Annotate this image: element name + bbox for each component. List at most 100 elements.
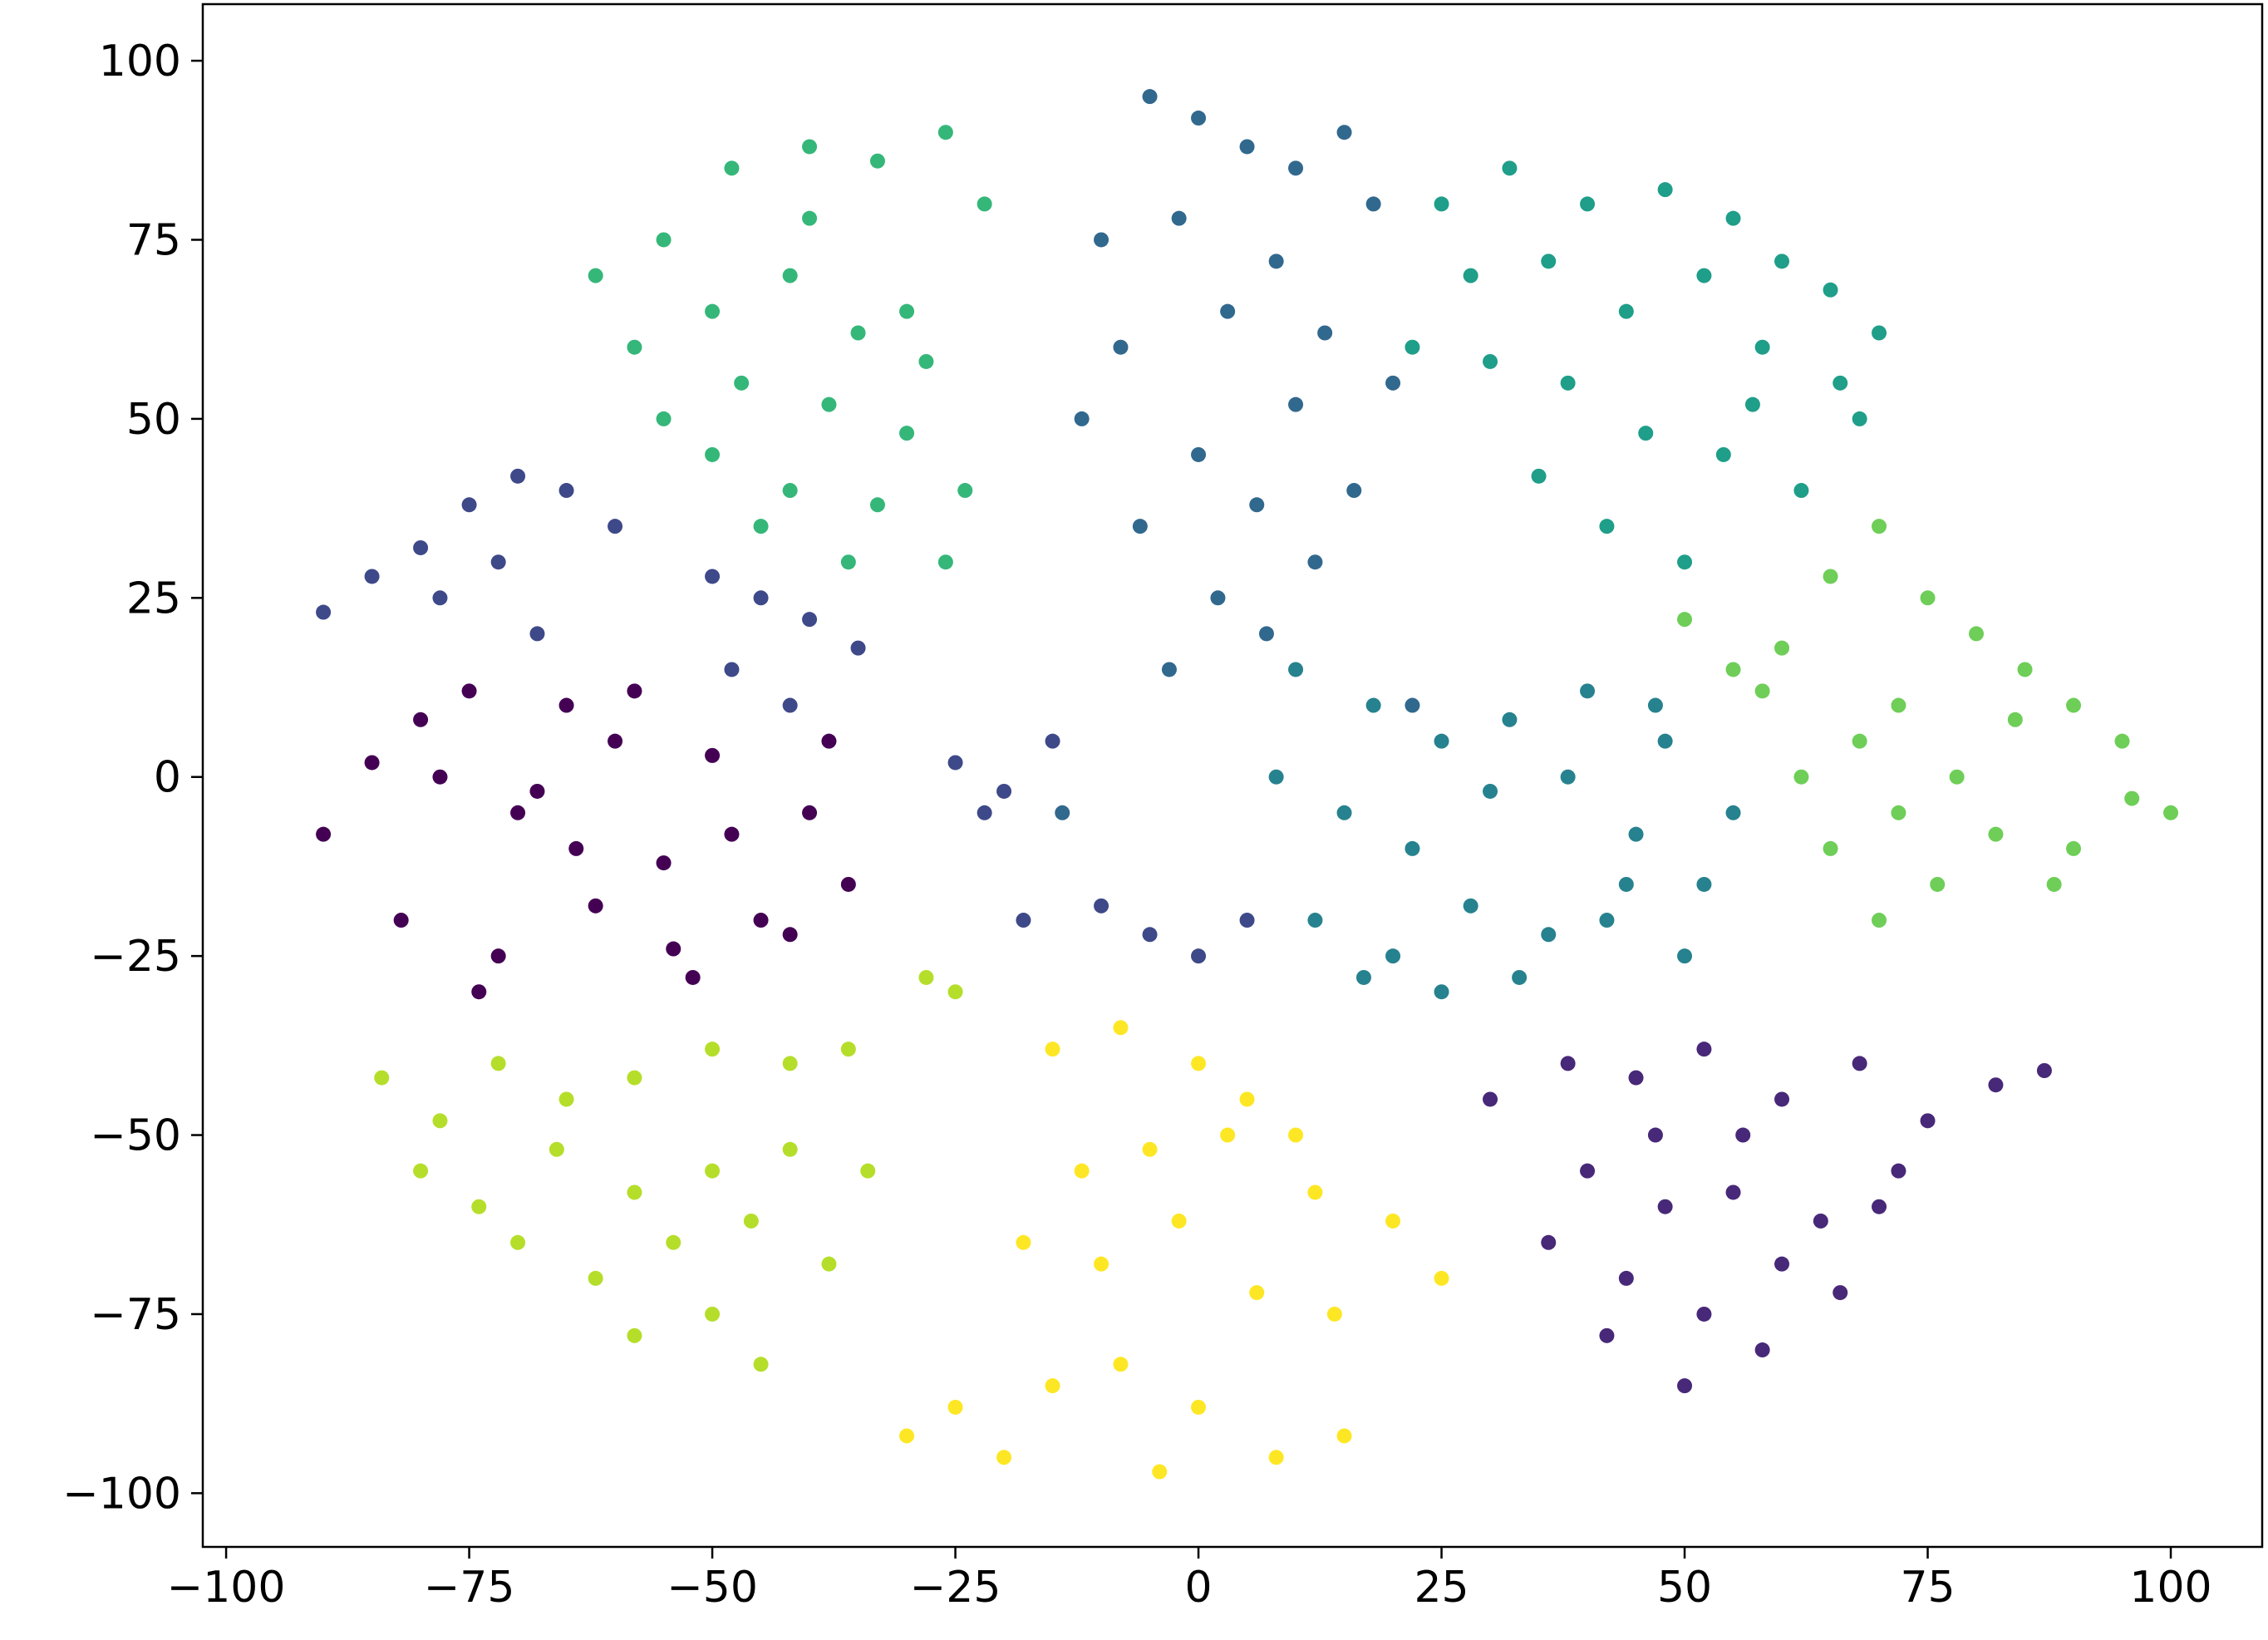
scatter-point (1531, 468, 1547, 484)
scatter-point (549, 1141, 564, 1157)
scatter-point (996, 1450, 1012, 1465)
scatter-point (1541, 927, 1557, 943)
y-tick-label: −75 (90, 1290, 181, 1340)
scatter-point (1833, 1285, 1848, 1301)
scatter-point (705, 747, 721, 763)
scatter-point (1852, 1056, 1867, 1071)
scatter-point (1774, 1091, 1790, 1107)
scatter-point (1385, 1213, 1401, 1229)
scatter-point (1307, 554, 1323, 570)
scatter-point (1580, 196, 1596, 212)
scatter-point (802, 139, 818, 155)
scatter-point (471, 1199, 487, 1214)
scatter-point (1823, 282, 1838, 298)
scatter-point (1268, 1450, 1284, 1465)
scatter-point (1239, 1091, 1255, 1107)
scatter-point (374, 1070, 390, 1086)
scatter-point (1045, 1378, 1060, 1394)
scatter-point (753, 590, 769, 606)
scatter-point (947, 984, 963, 1000)
scatter-point (1512, 969, 1528, 985)
scatter-point (432, 1113, 448, 1129)
scatter-point (1434, 1270, 1449, 1286)
scatter-point (627, 1070, 642, 1086)
scatter-point (432, 590, 448, 606)
scatter-point (782, 1141, 798, 1157)
scatter-point (937, 554, 953, 570)
scatter-point (1920, 590, 1936, 606)
scatter-point (821, 1256, 837, 1272)
x-tick-label: −100 (167, 1563, 286, 1613)
scatter-point (1239, 139, 1255, 155)
scatter-point (1930, 876, 1946, 892)
scatter-point (782, 1056, 798, 1071)
scatter-point (1618, 303, 1634, 319)
scatter-point (782, 927, 798, 943)
scatter-point (1483, 783, 1498, 799)
y-tick-label: 50 (126, 395, 181, 445)
scatter-point (802, 612, 818, 628)
scatter-point (705, 1306, 721, 1322)
scatter-point (1336, 1428, 1352, 1444)
scatter-point (1171, 210, 1187, 226)
scatter-point (2163, 805, 2179, 820)
scatter-point (1142, 927, 1158, 943)
scatter-point (1725, 805, 1741, 820)
scatter-point (490, 1056, 506, 1071)
scatter-point (869, 497, 885, 513)
scatter-point (1628, 1070, 1644, 1086)
scatter-point (461, 497, 477, 513)
scatter-point (1744, 396, 1760, 412)
scatter-point (1725, 210, 1741, 226)
scatter-point (529, 626, 545, 642)
scatter-point (1249, 497, 1265, 513)
scatter-point (1113, 339, 1129, 355)
scatter-point (1891, 805, 1906, 820)
scatter-point (588, 898, 603, 914)
scatter-point (510, 468, 526, 484)
scatter-point (1239, 913, 1255, 928)
scatter-point (1094, 232, 1109, 248)
x-tick-label: 100 (2129, 1563, 2211, 1613)
scatter-point (656, 411, 672, 426)
scatter-point (1405, 697, 1420, 713)
scatter-point (1483, 1091, 1498, 1107)
scatter-point (899, 303, 915, 319)
scatter-point (705, 446, 721, 462)
scatter-point (608, 733, 623, 749)
scatter-point (1872, 1199, 1887, 1214)
scatter-point (1268, 769, 1284, 785)
scatter-point (724, 160, 740, 176)
scatter-point (1220, 1127, 1236, 1143)
scatter-point (1793, 769, 1809, 785)
scatter-point (1725, 662, 1741, 677)
y-tick-label: −100 (62, 1469, 181, 1519)
y-tick-label: 75 (126, 215, 181, 265)
scatter-point (1872, 519, 1887, 534)
scatter-point (2066, 697, 2082, 713)
scatter-point (1152, 1464, 1168, 1480)
scatter-point (490, 554, 506, 570)
x-tick-label: 25 (1414, 1563, 1469, 1613)
scatter-point (1463, 268, 1478, 283)
scatter-point (1715, 446, 1731, 462)
scatter-point (1405, 339, 1420, 355)
scatter-point (1677, 554, 1693, 570)
scatter-point (1872, 325, 1887, 341)
scatter-point (899, 1428, 915, 1444)
scatter-point (1346, 483, 1362, 499)
scatter-point (1852, 411, 1867, 426)
scatter-point (1754, 1342, 1770, 1358)
scatter-point (1191, 446, 1207, 462)
scatter-point (1191, 1399, 1207, 1415)
scatter-point (1210, 590, 1226, 606)
scatter-point (471, 984, 487, 1000)
scatter-point (1385, 948, 1401, 964)
scatter-point (918, 969, 934, 985)
scatter-point (2114, 733, 2130, 749)
scatter-point (1541, 1234, 1557, 1250)
scatter-point (753, 1357, 769, 1372)
scatter-point (937, 125, 953, 140)
